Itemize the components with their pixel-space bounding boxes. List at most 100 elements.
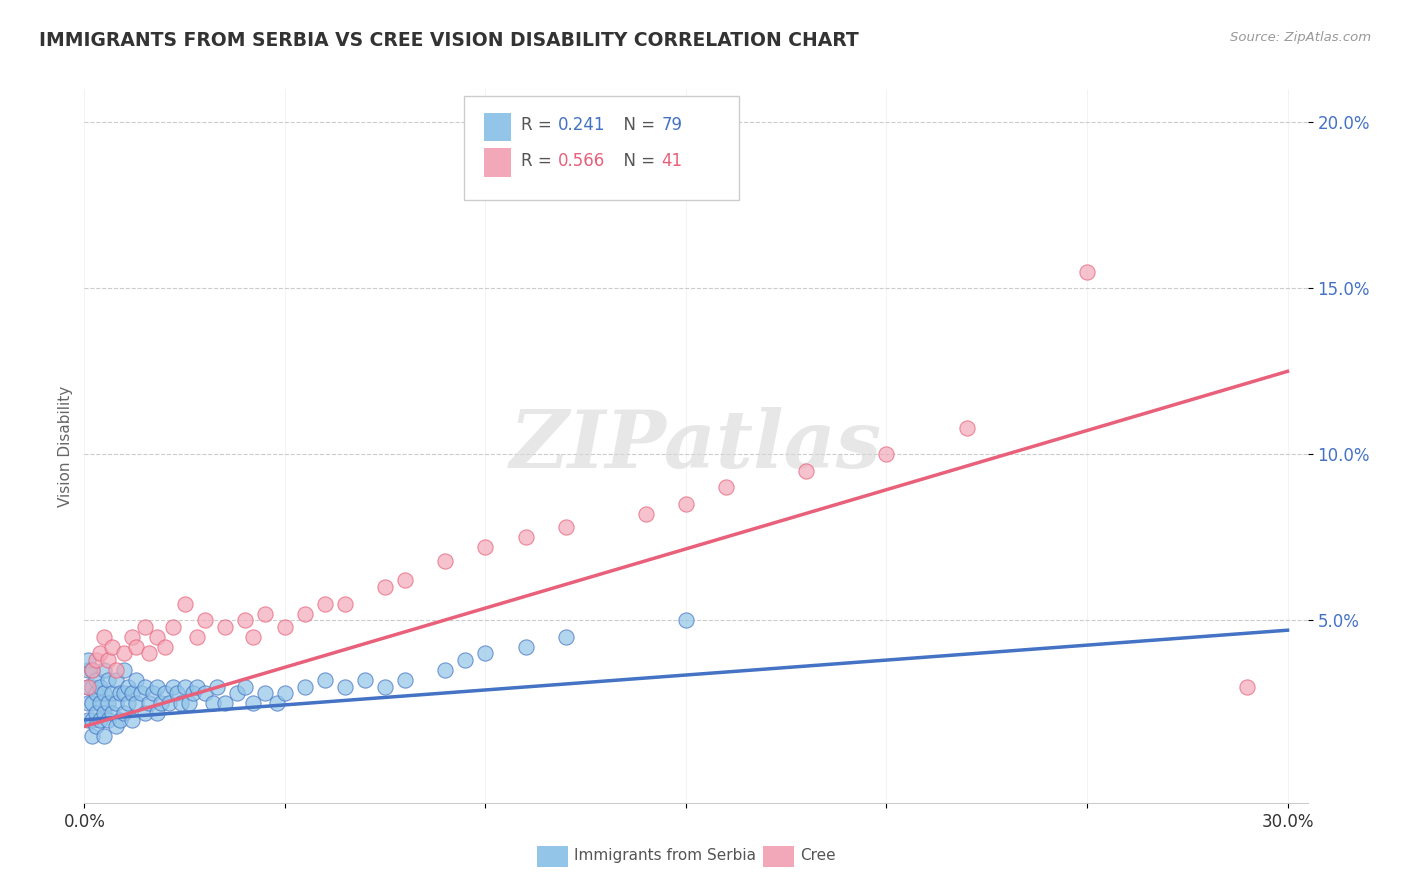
Point bbox=[134, 680, 156, 694]
Point bbox=[515, 530, 537, 544]
Point bbox=[1076, 265, 1098, 279]
Point bbox=[266, 696, 288, 710]
Point bbox=[173, 597, 195, 611]
Point bbox=[333, 597, 356, 611]
Text: IMMIGRANTS FROM SERBIA VS CREE VISION DISABILITY CORRELATION CHART: IMMIGRANTS FROM SERBIA VS CREE VISION DI… bbox=[39, 31, 859, 50]
Point bbox=[77, 680, 100, 694]
Point bbox=[93, 706, 115, 721]
FancyBboxPatch shape bbox=[464, 96, 738, 200]
Point bbox=[110, 686, 132, 700]
Point bbox=[117, 696, 139, 710]
Text: 41: 41 bbox=[662, 152, 683, 169]
Point bbox=[153, 686, 176, 700]
Point bbox=[253, 686, 276, 700]
Point bbox=[114, 706, 136, 721]
Point bbox=[138, 696, 160, 710]
Point bbox=[86, 686, 108, 700]
Bar bbox=[484, 148, 512, 177]
Point bbox=[82, 730, 104, 744]
Point bbox=[114, 663, 136, 677]
Point bbox=[242, 630, 264, 644]
Text: Source: ZipAtlas.com: Source: ZipAtlas.com bbox=[1230, 31, 1371, 45]
Point bbox=[162, 620, 184, 634]
Point bbox=[145, 630, 167, 644]
Point bbox=[956, 421, 979, 435]
Point bbox=[554, 630, 576, 644]
Point bbox=[434, 553, 457, 567]
Point bbox=[794, 464, 817, 478]
Point bbox=[675, 497, 697, 511]
Point bbox=[242, 696, 264, 710]
Point bbox=[121, 713, 143, 727]
Point bbox=[125, 640, 148, 654]
Point bbox=[77, 680, 100, 694]
Point bbox=[82, 713, 104, 727]
Point bbox=[97, 673, 120, 687]
Point bbox=[105, 696, 128, 710]
Point bbox=[169, 696, 191, 710]
Point bbox=[145, 680, 167, 694]
Point bbox=[1236, 680, 1258, 694]
Point bbox=[105, 663, 128, 677]
Point bbox=[394, 574, 416, 588]
Point bbox=[82, 663, 104, 677]
Point bbox=[214, 696, 236, 710]
Text: 0.241: 0.241 bbox=[558, 116, 605, 134]
Text: Cree: Cree bbox=[800, 848, 835, 863]
Point bbox=[101, 706, 124, 721]
Point bbox=[875, 447, 897, 461]
Point bbox=[77, 713, 100, 727]
Point bbox=[93, 663, 115, 677]
Bar bbox=[763, 846, 794, 867]
Point bbox=[634, 507, 657, 521]
Point bbox=[225, 686, 247, 700]
Point bbox=[121, 686, 143, 700]
Point bbox=[201, 696, 224, 710]
Point bbox=[314, 673, 336, 687]
Point bbox=[86, 719, 108, 733]
Point bbox=[294, 607, 316, 621]
Point bbox=[173, 680, 195, 694]
Text: N =: N = bbox=[613, 116, 661, 134]
Point bbox=[138, 647, 160, 661]
Point bbox=[162, 680, 184, 694]
Point bbox=[141, 686, 163, 700]
Point bbox=[177, 696, 200, 710]
Point bbox=[77, 653, 100, 667]
Point bbox=[515, 640, 537, 654]
Point bbox=[101, 640, 124, 654]
Point bbox=[333, 680, 356, 694]
Point bbox=[434, 663, 457, 677]
Point bbox=[110, 713, 132, 727]
Point bbox=[134, 706, 156, 721]
Point bbox=[105, 719, 128, 733]
Point bbox=[186, 680, 208, 694]
Point bbox=[374, 680, 396, 694]
Point bbox=[314, 597, 336, 611]
Point bbox=[181, 686, 204, 700]
Point bbox=[194, 686, 217, 700]
Text: ZIPatlas: ZIPatlas bbox=[510, 408, 882, 484]
Point bbox=[105, 673, 128, 687]
Point bbox=[233, 680, 256, 694]
Point bbox=[374, 580, 396, 594]
Point bbox=[97, 713, 120, 727]
Point bbox=[149, 696, 172, 710]
Point bbox=[101, 686, 124, 700]
Point bbox=[97, 696, 120, 710]
Y-axis label: Vision Disability: Vision Disability bbox=[58, 385, 73, 507]
Point bbox=[93, 730, 115, 744]
Point bbox=[77, 696, 100, 710]
Point bbox=[253, 607, 276, 621]
Text: R =: R = bbox=[522, 152, 557, 169]
Point bbox=[86, 653, 108, 667]
Point bbox=[114, 686, 136, 700]
Point bbox=[117, 680, 139, 694]
Point bbox=[82, 680, 104, 694]
Point bbox=[89, 713, 111, 727]
Bar bbox=[484, 112, 512, 141]
Text: R =: R = bbox=[522, 116, 557, 134]
Point bbox=[121, 630, 143, 644]
Text: 79: 79 bbox=[662, 116, 683, 134]
Point bbox=[186, 630, 208, 644]
